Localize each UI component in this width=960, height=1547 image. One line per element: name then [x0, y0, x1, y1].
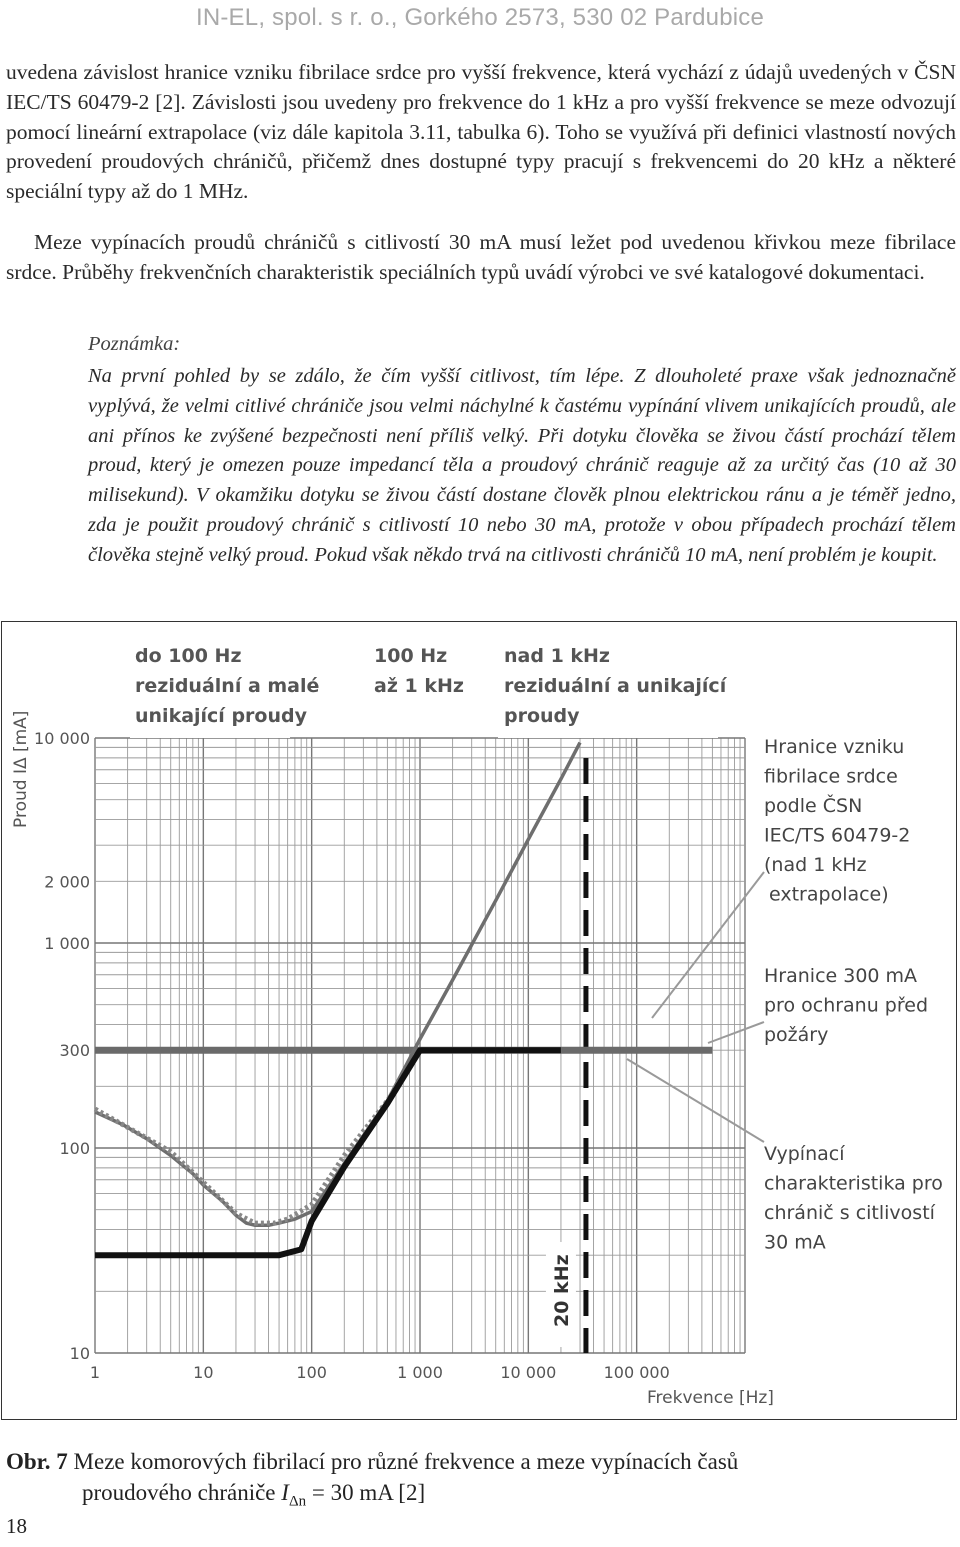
page-number: 18 [6, 1514, 27, 1538]
paragraph-2-text: Meze vypínacích proudů chráničů s citliv… [6, 230, 956, 284]
series-dotted-gray [93, 1047, 561, 1226]
region-label: reziduální a malé [135, 675, 319, 697]
annotation-text: chránič s citlivostí [764, 1202, 936, 1224]
annotation-text: požáry [764, 1024, 828, 1046]
marker-20khz-label-bg [545, 1242, 576, 1347]
chart-grid [94, 737, 746, 1354]
series-thick-black [95, 1047, 561, 1259]
x-tick-label: 10 000 [500, 1363, 556, 1382]
chart-series: 20 kHz [93, 741, 713, 1353]
x-tick-label: 100 [296, 1363, 327, 1382]
caption-line-1: Obr. 7 Meze komorových fibrilací pro růz… [6, 1446, 946, 1477]
x-tick-label: 100 000 [604, 1363, 670, 1382]
note-title: Poznámka: [88, 333, 181, 355]
y-tick-label: 300 [59, 1041, 90, 1060]
annotation-text: 30 mA [764, 1232, 826, 1254]
y-tick-label: 10 [70, 1344, 90, 1363]
annotation-text: Vypínací [764, 1143, 845, 1165]
x-tick-label: 1 000 [397, 1363, 443, 1382]
series-solid-gray [94, 741, 582, 1227]
annotation-leader [626, 1058, 765, 1143]
region-label: 100 Hz [374, 645, 447, 667]
region-background [498, 642, 718, 738]
caption-text-3: = 30 mA [2] [306, 1480, 426, 1505]
y-tick-label: 100 [59, 1139, 90, 1158]
chart-annotations: Hranice vzniku fibrilace srdce podle ČSN IE… [626, 736, 943, 1254]
region-label: nad 1 kHz [504, 645, 610, 667]
figure-caption: Obr. 7 Meze komorových fibrilací pro růz… [6, 1446, 946, 1518]
annotation-text: podle ČSN [764, 793, 862, 817]
caption-var: I [281, 1480, 289, 1505]
y-tick-label: 10 000 [34, 729, 90, 748]
x-axis-label: Frekvence [Hz] [647, 1388, 774, 1408]
paragraph-1: uvedena závislost hranice vzniku fibrila… [6, 60, 956, 204]
chart-regions: do 100 Hz reziduální a malé unikající prou… [130, 642, 728, 738]
annotation-text: fibrilace srdce [764, 766, 898, 788]
marker-20khz-label: 20 kHz [551, 1254, 573, 1327]
y-tick-label: 2 000 [44, 872, 90, 891]
caption-label: Obr. 7 [6, 1449, 68, 1474]
caption-line-2: proudového chrániče IΔn = 30 mA [2] [6, 1477, 946, 1518]
annotation-text: pro ochranu před [764, 995, 928, 1017]
x-tick-label: 1 [90, 1363, 100, 1382]
caption-sub: Δn [288, 1493, 307, 1510]
annotation-text: Hranice vzniku [764, 736, 904, 758]
region-label: unikající proudy [135, 705, 308, 727]
caption-text-1: Meze komorových fibrilací pro různé frek… [73, 1449, 739, 1474]
annotation-leader [707, 1021, 765, 1044]
region-background [368, 642, 472, 702]
x-tick-label: 10 [193, 1363, 213, 1382]
paragraph-2: Meze vypínacích proudů chráničů s citliv… [6, 228, 956, 288]
region-label: až 1 kHz [374, 675, 464, 697]
annotation-text: extrapolace) [769, 884, 889, 906]
region-label: do 100 Hz [135, 645, 242, 667]
annotation-leader [651, 871, 765, 1019]
caption-text-2: proudového chrániče [82, 1480, 282, 1505]
y-tick-label: 1 000 [44, 934, 90, 953]
region-label: proudy [504, 705, 580, 727]
region-background [130, 642, 290, 738]
chart-svg: do 100 Hz reziduální a malé unikající prou… [11, 642, 943, 1408]
page-header: IN-EL, spol. s r. o., Gorkého 2573, 530 … [195, 4, 765, 31]
figure-chart: do 100 Hz reziduální a malé unikající prou… [1, 621, 957, 1420]
region-label: reziduální a unikající [504, 675, 728, 697]
annotation-text: (nad 1 kHz [764, 854, 867, 876]
note-body: Na první pohled by se zdálo, že čím vyšš… [88, 365, 956, 566]
annotation-text: Hranice 300 mA [764, 965, 917, 987]
annotation-text: charakteristika pro [764, 1173, 943, 1195]
annotation-text: IEC/TS 60479-2 [764, 825, 910, 847]
y-axis-label: Proud IΔ [mA] [11, 711, 31, 828]
